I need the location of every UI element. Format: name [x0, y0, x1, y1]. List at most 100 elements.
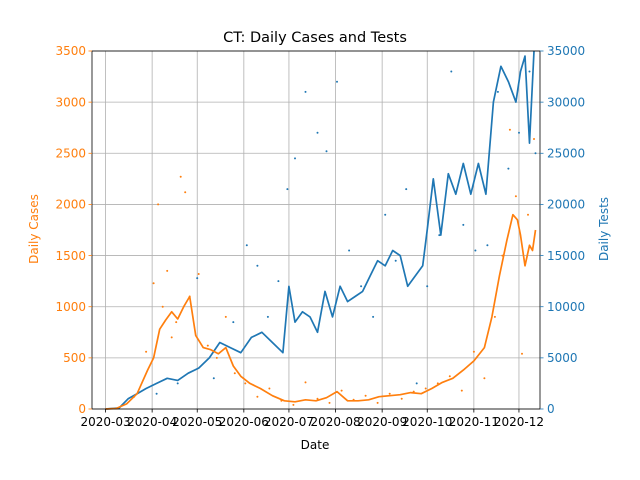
cases-point	[501, 254, 504, 257]
tests-point	[415, 382, 418, 385]
cases-point	[493, 315, 496, 318]
tests-point	[155, 392, 158, 395]
cases-point	[412, 390, 415, 393]
tests-point	[486, 244, 489, 247]
cases-point	[166, 269, 169, 272]
y-left-tick-label: 2000	[55, 198, 86, 212]
y-left-tick-label: 3000	[55, 95, 86, 109]
cases-point	[400, 397, 403, 400]
tests-point	[176, 382, 179, 385]
x-tick-label: 2020-08	[310, 415, 360, 429]
cases-point	[340, 389, 343, 392]
y-right-tick-label: 25000	[547, 146, 585, 160]
cases-point	[206, 344, 209, 347]
tests-point	[496, 90, 499, 93]
tests-point	[232, 321, 235, 324]
y-axis-label-left: Daily Cases	[27, 194, 41, 264]
tests-point	[518, 131, 520, 134]
tests-point	[534, 152, 537, 155]
cases-point	[527, 213, 529, 216]
y-left-tick-label: 3500	[55, 44, 86, 58]
cases-point	[179, 175, 182, 178]
cases-point	[364, 394, 367, 397]
cases-point	[175, 321, 178, 324]
cases-line	[105, 213, 537, 410]
y-right-tick-label: 15000	[547, 249, 585, 263]
x-tick-label: 2020-03	[80, 415, 130, 429]
tests-point	[360, 285, 363, 288]
y-axis-label-right: Daily Tests	[597, 197, 611, 261]
cases-point	[388, 392, 391, 395]
y-left-tick-label: 0	[78, 402, 86, 416]
cases-point	[521, 352, 523, 355]
cases-point	[376, 401, 379, 404]
tests-point	[256, 264, 259, 267]
cases-point	[483, 377, 486, 380]
cases-point	[157, 203, 160, 206]
cases-point	[508, 128, 511, 131]
y-right-tick-label: 20000	[547, 198, 585, 212]
cases-point	[280, 399, 283, 402]
cases-point	[215, 356, 218, 359]
cases-point	[304, 381, 307, 384]
y-right-tick-label: 35000	[547, 44, 585, 58]
y-left-tick-label: 1000	[55, 300, 86, 314]
tests-point	[245, 244, 248, 247]
tests-point	[294, 157, 296, 160]
tests-point	[405, 188, 408, 191]
x-tick-label: 2020-11	[449, 415, 499, 429]
tests-point	[196, 277, 199, 280]
y-axis-left: 0 500 1000 1500 2000 2500 3000 3500	[55, 44, 92, 416]
y-axis-right: 0 5000 10000 15000 20000 25000 30000 35000	[540, 44, 585, 416]
y-left-tick-label: 500	[63, 351, 86, 365]
series-layer	[105, 50, 537, 410]
x-tick-label: 2020-12	[494, 415, 544, 429]
x-tick-label: 2020-04	[127, 415, 177, 429]
cases-point	[197, 273, 200, 275]
tests-point	[528, 70, 531, 73]
x-tick-label: 2020-09	[357, 415, 407, 429]
cases-point	[244, 382, 247, 385]
x-axis-label: Date	[301, 438, 330, 452]
y-right-tick-label: 10000	[547, 300, 585, 314]
y-left-tick-label: 1500	[55, 249, 86, 263]
y-right-tick-label: 5000	[547, 351, 578, 365]
cases-point	[514, 195, 517, 198]
tests-point	[212, 377, 215, 380]
cases-point	[233, 372, 236, 375]
cases-point	[533, 138, 535, 140]
tests-point	[316, 131, 319, 134]
tests-line	[105, 50, 535, 410]
tests-point	[507, 167, 510, 170]
tests-point	[394, 259, 397, 262]
cases-point	[328, 401, 331, 404]
tests-point	[348, 249, 351, 252]
tests-point	[304, 90, 307, 93]
cases-point	[161, 305, 164, 308]
tests-point	[384, 213, 387, 216]
cases-point	[184, 191, 187, 194]
cases-point	[472, 350, 475, 353]
cases-point	[436, 382, 439, 385]
tests-point	[336, 80, 338, 83]
tests-point	[426, 285, 429, 288]
plot-frame	[91, 50, 541, 410]
x-tick-label: 2020-05	[172, 415, 222, 429]
grid-lines	[92, 50, 540, 410]
tests-point	[286, 188, 289, 191]
y-left-tick-label: 2500	[55, 146, 86, 160]
tests-point	[450, 70, 453, 73]
cases-point	[256, 395, 259, 398]
x-tick-label: 2020-07	[264, 415, 314, 429]
tests-point	[325, 150, 328, 153]
cases-point	[292, 403, 295, 406]
tests-point	[462, 223, 465, 226]
x-tick-label: 2020-10	[402, 415, 452, 429]
cases-point	[424, 387, 427, 390]
cases-point	[170, 336, 173, 339]
tests-point	[277, 280, 280, 283]
tests-point	[474, 249, 477, 252]
cases-point	[133, 395, 136, 398]
cases-point	[460, 389, 463, 392]
